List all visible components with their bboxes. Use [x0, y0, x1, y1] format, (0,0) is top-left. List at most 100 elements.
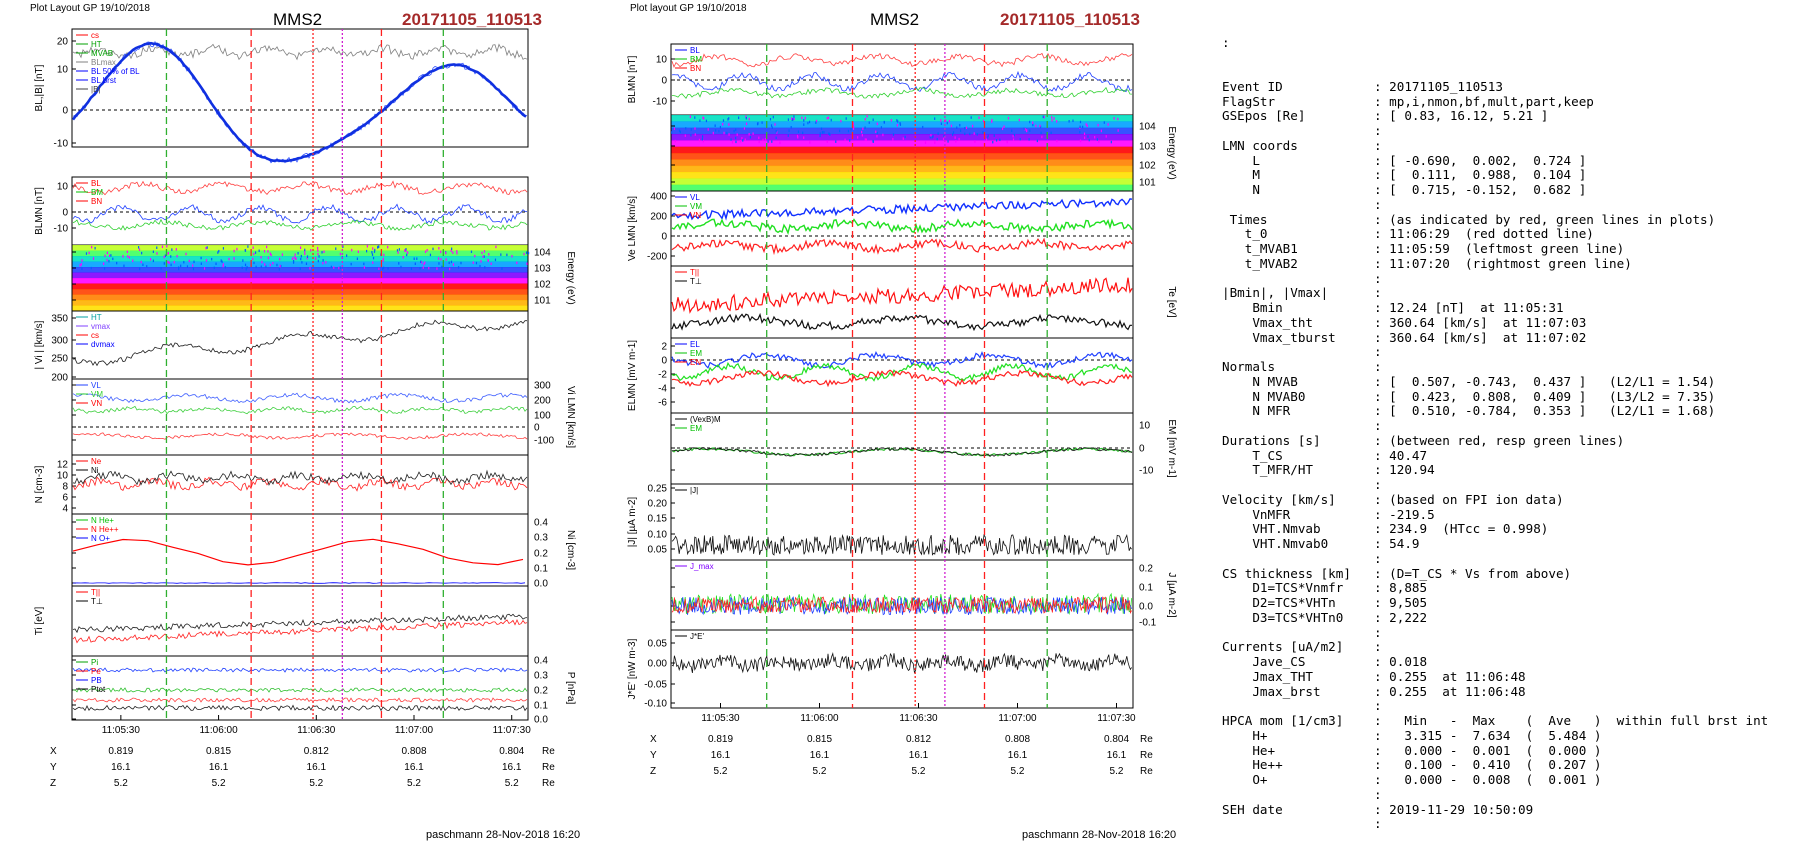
spectrogram-noise — [958, 137, 960, 141]
info-key: H+ — [1222, 727, 1268, 743]
spectrogram-noise — [247, 245, 249, 248]
spectrogram-noise — [382, 257, 384, 261]
spectrogram-noise — [372, 247, 374, 250]
spectrogram-noise — [1086, 124, 1088, 128]
spectrogram-band — [671, 172, 1133, 179]
spectrogram-noise — [171, 248, 173, 251]
spectrogram-noise — [378, 245, 380, 248]
panel-frame — [71, 513, 529, 587]
spectrogram-noise — [959, 123, 961, 127]
spectrogram-noise — [1003, 125, 1005, 128]
spectrogram-noise — [999, 138, 1001, 142]
spectrogram-noise — [203, 267, 206, 270]
spectrogram-noise — [140, 260, 142, 264]
spectrogram-noise — [718, 129, 720, 133]
spectrogram-noise — [357, 250, 359, 253]
plot-footer: paschmann 28-Nov-2018 16:20 — [1022, 829, 1176, 841]
legend-label: VL — [690, 193, 700, 202]
spectrogram-noise — [1105, 135, 1107, 138]
info-value: : [ 0.507, -0.743, 0.437 ] (L2/L1 = 1.54… — [1374, 373, 1716, 389]
spectrogram-noise — [484, 266, 486, 269]
spectrogram-noise — [694, 116, 696, 119]
spectrogram-noise — [796, 134, 799, 138]
spectrogram-noise — [694, 133, 696, 136]
spectrogram-noise — [775, 136, 777, 140]
y-axis-label: Te [eV] — [1166, 286, 1177, 317]
series-line — [671, 277, 1133, 314]
spectrogram-noise — [976, 133, 978, 136]
info-value: : — [1374, 477, 1382, 492]
spectrogram-noise — [424, 250, 427, 253]
info-key: t_MVAB2 — [1222, 255, 1298, 271]
series-line — [671, 361, 1133, 382]
spectrogram-noise — [1098, 140, 1100, 143]
y-tick-label: 0 — [62, 208, 68, 219]
spectrogram-noise — [142, 263, 144, 267]
spectrogram-noise — [960, 129, 962, 132]
spectrogram-noise — [258, 249, 260, 253]
legend-label: J_max — [690, 562, 714, 571]
spectrogram-noise — [373, 250, 376, 253]
spectrogram-noise — [188, 259, 190, 263]
info-key — [1222, 788, 1374, 803]
spectrogram-band — [72, 256, 528, 262]
series-line — [72, 476, 528, 492]
spectrogram-noise — [475, 261, 478, 265]
spectrogram-noise — [934, 141, 936, 144]
spectrogram-noise — [306, 255, 309, 258]
spectrogram-noise — [366, 245, 369, 248]
info-row: H+: 3.315 - 7.634 ( 5.484 ) — [1222, 727, 1768, 744]
spectrogram-noise — [779, 141, 781, 145]
spectrogram-noise — [511, 254, 513, 258]
y-tick-label: 10 — [57, 65, 69, 76]
spectrogram-band — [671, 140, 1133, 148]
spectrogram-noise — [803, 119, 805, 122]
spectrogram-noise — [178, 267, 180, 271]
spectrogram-noise — [487, 259, 490, 262]
spectrogram-noise — [741, 137, 743, 140]
y-tick-label: 0.0 — [1139, 602, 1153, 613]
spectrogram-noise — [819, 134, 821, 138]
spectrogram-noise — [828, 132, 830, 135]
spectrogram-noise — [864, 138, 866, 141]
spectrogram-noise — [942, 137, 945, 141]
spectrogram-noise — [338, 266, 340, 270]
y-axis-label: Energy (eV) — [1166, 126, 1177, 179]
spectrogram-noise — [936, 137, 938, 141]
spectrogram-noise — [1068, 120, 1070, 123]
spectrogram-noise — [826, 116, 828, 120]
spectrogram-noise — [88, 251, 90, 255]
y-tick-label: -200 — [647, 252, 667, 263]
spectrogram-noise — [771, 126, 773, 129]
spectrogram-noise — [1096, 138, 1098, 141]
spectrogram-noise — [882, 133, 884, 137]
info-row: FlagStr: mp,i,nmon,bf,mult,part,keep — [1222, 94, 1768, 110]
spectrogram-noise — [690, 134, 692, 137]
spectrogram-noise — [449, 267, 451, 271]
panel-frame — [71, 28, 529, 148]
spectrogram-noise — [845, 117, 847, 120]
y-tick-label: 10 — [57, 182, 69, 193]
info-dots: : — [1222, 34, 1230, 50]
spectrogram-noise — [161, 245, 164, 249]
spectrogram-noise — [820, 127, 823, 130]
spectrogram-noise — [356, 257, 358, 261]
spectrogram-noise — [479, 264, 481, 268]
spectrogram-noise — [481, 251, 483, 255]
position-value: 16.1 — [209, 762, 229, 773]
spectrogram-noise — [793, 117, 795, 121]
spectrogram-band — [72, 261, 528, 268]
spectrogram-noise — [1056, 120, 1058, 123]
spectrogram-noise — [730, 138, 732, 141]
spectrogram-band — [671, 159, 1133, 167]
info-value: : 20171105_110513 — [1374, 78, 1503, 94]
spectrogram-noise — [821, 131, 824, 134]
info-key — [1222, 552, 1374, 567]
spectrogram-noise — [106, 251, 109, 255]
spectrogram-noise — [85, 252, 88, 255]
spectrogram-noise — [952, 133, 954, 136]
spectrogram-noise — [137, 246, 140, 249]
info-row: : — [1222, 477, 1768, 493]
